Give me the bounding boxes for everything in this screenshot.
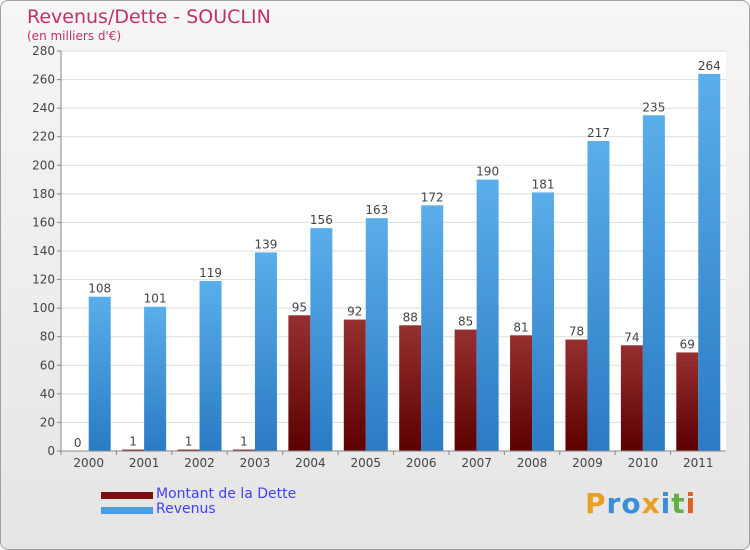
bar-dette-2001 <box>122 449 145 451</box>
bar-dette-2004 <box>288 315 311 451</box>
bar-revenus-2002 <box>199 281 222 451</box>
data-label-dette-2006: 88 <box>403 310 418 324</box>
y-tick-label: 180 <box>32 187 55 201</box>
legend-label-revenus: Revenus <box>156 501 216 517</box>
data-label-revenus-2001: 101 <box>144 292 167 306</box>
chart-subtitle: (en milliers d'€) <box>27 29 122 43</box>
data-label-dette-2008: 81 <box>513 320 528 334</box>
x-tick-label: 2008 <box>517 456 548 470</box>
data-label-dette-2004: 95 <box>292 300 307 314</box>
x-tick-label: 2000 <box>73 456 104 470</box>
x-tick-label: 2010 <box>628 456 659 470</box>
logo-letter: r <box>606 487 622 520</box>
data-label-revenus-2011: 264 <box>698 59 721 73</box>
data-label-dette-2003: 1 <box>240 435 248 449</box>
x-tick-label: 2011 <box>683 456 714 470</box>
bar-dette-2002 <box>177 449 200 451</box>
y-tick-label: 20 <box>40 415 55 429</box>
legend-swatch-dette <box>101 492 153 499</box>
logo-letter: i <box>685 487 697 520</box>
logo-letter: o <box>621 487 642 520</box>
data-label-revenus-2003: 139 <box>255 237 278 251</box>
x-tick-label: 2001 <box>129 456 160 470</box>
data-label-revenus-2007: 190 <box>476 165 499 179</box>
x-tick-label: 2006 <box>406 456 437 470</box>
logo-letter: x <box>641 487 661 520</box>
y-tick-label: 220 <box>32 130 55 144</box>
bar-revenus-2010 <box>642 115 665 452</box>
y-tick-label: 80 <box>40 330 55 344</box>
data-label-revenus-2006: 172 <box>421 190 444 204</box>
bar-dette-2010 <box>620 345 643 451</box>
data-label-revenus-2000: 108 <box>88 282 111 296</box>
bar-dette-2005 <box>343 319 366 451</box>
proxiti-logo: Proxiti <box>585 487 696 520</box>
x-tick-label: 2007 <box>461 456 492 470</box>
data-label-revenus-2004: 156 <box>310 213 333 227</box>
bar-revenus-2005 <box>365 218 388 451</box>
data-label-revenus-2010: 235 <box>642 100 665 114</box>
bar-dette-2003 <box>232 449 255 451</box>
data-label-revenus-2009: 217 <box>587 126 610 140</box>
y-tick-label: 0 <box>47 444 55 458</box>
data-label-dette-2005: 92 <box>347 305 362 319</box>
data-label-dette-2000: 0 <box>74 436 82 450</box>
legend-label-dette: Montant de la Dette <box>156 486 297 502</box>
data-label-dette-2007: 85 <box>458 315 473 329</box>
logo-letter: t <box>671 487 686 520</box>
x-tick-label: 2003 <box>240 456 271 470</box>
y-tick-label: 120 <box>32 273 55 287</box>
bar-revenus-2006 <box>421 205 444 451</box>
data-label-dette-2011: 69 <box>680 337 695 351</box>
y-tick-label: 40 <box>40 387 55 401</box>
bar-dette-2009 <box>565 339 588 451</box>
data-label-dette-2002: 1 <box>185 435 193 449</box>
y-tick-label: 160 <box>32 215 55 229</box>
data-label-dette-2001: 1 <box>129 435 137 449</box>
y-tick-label: 60 <box>40 358 55 372</box>
legend-swatch-revenus <box>101 507 153 514</box>
bar-revenus-2011 <box>698 73 721 451</box>
bar-revenus-2003 <box>254 252 277 451</box>
bar-dette-2008 <box>510 335 533 451</box>
data-label-dette-2010: 74 <box>624 330 639 344</box>
logo-letter: i <box>660 487 672 520</box>
x-tick-label: 2005 <box>351 456 382 470</box>
y-tick-label: 240 <box>32 101 55 115</box>
bar-dette-2007 <box>454 329 477 451</box>
data-label-revenus-2008: 181 <box>532 177 555 191</box>
x-tick-label: 2009 <box>572 456 603 470</box>
x-tick-label: 2004 <box>295 456 326 470</box>
y-tick-label: 100 <box>32 301 55 315</box>
bar-revenus-2008 <box>532 192 555 451</box>
data-label-revenus-2005: 163 <box>365 203 388 217</box>
y-tick-label: 140 <box>32 244 55 258</box>
y-tick-label: 280 <box>32 44 55 58</box>
logo-letter: P <box>585 487 607 520</box>
bar-dette-2011 <box>676 352 699 451</box>
bar-revenus-2000 <box>88 296 111 451</box>
bar-revenus-2007 <box>476 179 499 452</box>
bar-revenus-2004 <box>310 228 333 451</box>
chart-title: Revenus/Dette - SOUCLIN <box>27 6 271 28</box>
data-label-revenus-2002: 119 <box>199 266 222 280</box>
x-tick-label: 2002 <box>184 456 215 470</box>
data-label-dette-2009: 78 <box>569 325 584 339</box>
y-tick-label: 200 <box>32 158 55 172</box>
y-tick-label: 260 <box>32 73 55 87</box>
bar-dette-2006 <box>399 325 422 451</box>
bar-revenus-2001 <box>144 306 167 451</box>
bar-revenus-2009 <box>587 141 610 451</box>
